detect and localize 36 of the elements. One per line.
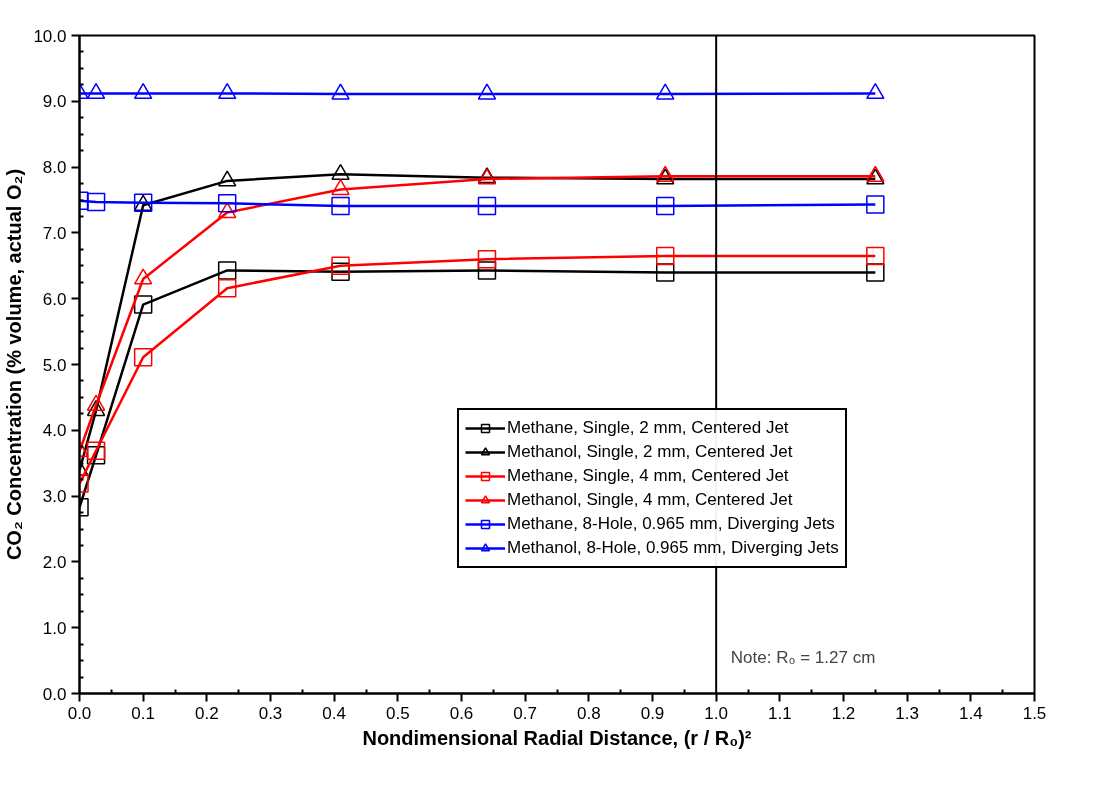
x-tick-label: 0.0 [67,703,92,723]
x-tick-label: 0.9 [640,703,665,723]
y-tick-label: 4.0 [42,421,67,441]
y-tick-label: 0.0 [42,684,67,704]
y-tick-label: 7.0 [42,223,67,243]
legend-label: Methane, Single, 4 mm, Centered Jet [507,465,789,487]
y-tick-label: 1.0 [42,618,67,638]
legend-label: Methane, 8-Hole, 0.965 mm, Diverging Jets [507,513,835,535]
y-tick-label: 8.0 [42,158,67,178]
legend-label: Methanol, Single, 4 mm, Centered Jet [507,489,793,511]
y-tick-label: 3.0 [42,487,67,507]
legend-label: Methanol, 8-Hole, 0.965 mm, Diverging Jets [507,537,839,559]
legend-label: Methanol, Single, 2 mm, Centered Jet [507,441,793,463]
x-tick-label: 0.8 [577,703,601,723]
x-axis-title: Nondimensional Radial Distance, (r / R₀)² [362,726,752,749]
x-tick-label: 1.2 [831,703,856,723]
x-tick-label: 0.3 [258,703,283,723]
legend-label: Methane, Single, 2 mm, Centered Jet [507,417,789,439]
x-tick-label: 0.1 [131,703,155,723]
x-tick-label: 0.5 [386,703,410,723]
x-tick-label: 1.3 [895,703,919,723]
y-tick-label: 9.0 [42,92,67,112]
y-tick-label: 5.0 [42,355,67,375]
x-tick-label: 0.7 [513,703,537,723]
x-tick-label: 0.2 [195,703,219,723]
annotation: Note: R₀ = 1.27 cm [730,648,876,668]
x-tick-label: 1.5 [1022,703,1047,723]
y-tick-label: 6.0 [42,289,67,309]
y-axis-title: CO₂ Concentration (% volume, actual O₂) [3,168,26,561]
y-tick-label: 2.0 [42,552,67,572]
x-tick-label: 1.1 [768,703,792,723]
x-tick-label: 1.0 [704,703,728,723]
y-tick-label: 10.0 [33,26,67,46]
x-tick-label: 0.6 [449,703,474,723]
x-tick-label: 1.4 [959,703,983,723]
x-tick-label: 0.4 [322,703,346,723]
